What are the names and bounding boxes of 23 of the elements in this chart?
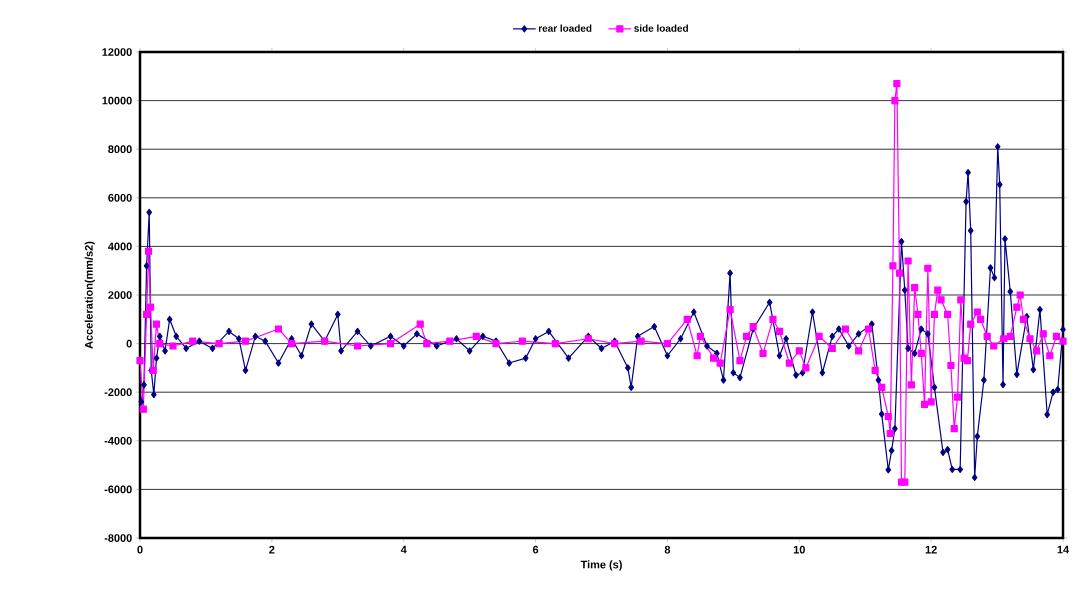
y-tick-label: -2000	[104, 388, 132, 397]
y-tick-label: -8000	[104, 534, 132, 542]
x-tick-label: 14	[1057, 545, 1070, 554]
y-tick-label: 4000	[108, 242, 132, 251]
y-tick-label: 2000	[108, 291, 132, 299]
x-tick-label: 12	[925, 545, 937, 554]
x-tick-label: 8	[664, 545, 671, 554]
x-tick-label: 10	[793, 545, 805, 554]
x-tick-label: 6	[532, 545, 539, 554]
legend-label: side loaded	[634, 24, 688, 32]
y-tick-label: 10000	[102, 96, 132, 105]
y-tick-label: 12000	[102, 48, 132, 56]
x-axis-title: Time (s)	[580, 560, 622, 571]
x-tick-label: 2	[269, 545, 275, 554]
x-tick-label: 4	[400, 545, 407, 554]
x-tick-label: 0	[137, 545, 143, 554]
legend-label: rear loaded	[538, 24, 592, 32]
y-tick-label: 6000	[108, 193, 132, 202]
y-tick-label: -4000	[104, 436, 132, 445]
y-tick-label: -6000	[104, 485, 132, 494]
y-tick-label: 8000	[108, 145, 132, 154]
y-tick-label: 0	[126, 339, 132, 348]
y-axis-title: Acceleration(mm/s2)	[84, 241, 95, 349]
